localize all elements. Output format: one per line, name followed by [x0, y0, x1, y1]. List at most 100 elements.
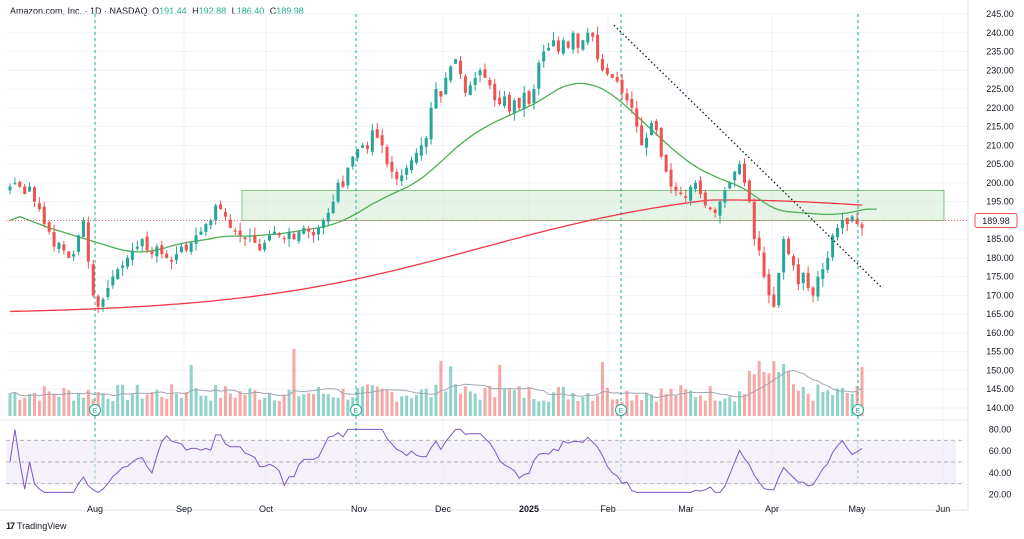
candle-body	[390, 161, 394, 172]
volume-bar	[733, 401, 737, 416]
rsi-pane: 20.00 40.00 60.00 80.00	[6, 424, 1012, 500]
candle-body	[72, 254, 76, 257]
volume-bar	[434, 384, 438, 416]
candle-body	[796, 264, 800, 285]
candle-body	[772, 294, 776, 307]
volume-bar	[625, 390, 629, 416]
volume-bar	[483, 387, 487, 416]
candle-body	[316, 227, 320, 235]
candle-body	[840, 220, 844, 229]
tradingview-logo[interactable]: 17 TradingView	[6, 521, 67, 531]
volume-bar	[277, 401, 281, 416]
candle-body	[42, 206, 46, 225]
volume-bar	[268, 393, 272, 416]
volume-bar	[571, 393, 575, 416]
earnings-marker-label: E	[856, 408, 861, 415]
rsi-tick-label: 60.00	[989, 446, 1012, 456]
candle-body	[791, 256, 795, 266]
earnings-marker	[350, 404, 362, 416]
candle-body	[649, 122, 653, 136]
candle-body	[233, 230, 237, 232]
candle-body	[826, 257, 830, 270]
time-tick-label: Dec	[435, 504, 452, 514]
symbol-title: Amazon.com, Inc. · 1D · NASDAQ	[10, 6, 148, 16]
candle-body	[405, 167, 409, 175]
candle-body	[610, 74, 614, 78]
volume-bar	[62, 387, 66, 416]
time-tick-label: Nov	[351, 504, 368, 514]
candle-body	[787, 238, 791, 255]
volume-bar	[713, 400, 717, 416]
candle-body	[174, 254, 178, 261]
volume-bar	[566, 399, 570, 416]
candle-body	[214, 205, 218, 220]
candle-body	[458, 60, 462, 75]
price-tick-label: 180.00	[986, 253, 1014, 263]
volume-bar	[831, 394, 835, 416]
volume-bar	[777, 372, 781, 416]
candle-body	[135, 246, 139, 249]
volume-bar	[155, 389, 159, 416]
volume-bar	[742, 394, 746, 416]
candle-body	[620, 79, 624, 93]
last-price-badge: 189.98	[974, 212, 1018, 228]
candle-body	[277, 233, 281, 236]
volume-bar	[361, 386, 365, 416]
volume-bar	[32, 392, 36, 416]
candle-body	[18, 181, 22, 187]
volume-bar	[13, 391, 17, 416]
candle-body	[204, 224, 208, 232]
rsi-tick-label: 20.00	[989, 490, 1012, 500]
volume-bar	[547, 401, 551, 416]
volume-bar	[199, 395, 203, 416]
ohlc-readout: O191.44 H192.88 L186.40 C189.98	[152, 6, 304, 16]
price-tick-label: 245.00	[986, 9, 1014, 19]
candle-body	[473, 77, 477, 85]
price-tick-label: 145.00	[986, 384, 1014, 394]
volume-bar	[796, 390, 800, 416]
volume-bar	[694, 397, 698, 416]
candle-body	[86, 222, 90, 262]
price-axis: 140.00 145.00 150.00 155.00 160.00 165.00 170.…	[986, 9, 1014, 413]
volume-bar	[640, 400, 644, 416]
volume-bar	[527, 387, 531, 416]
volume-bar	[630, 400, 634, 416]
candle-body	[179, 246, 183, 253]
candle-body	[698, 180, 702, 195]
candle-body	[189, 242, 193, 252]
candle-body	[532, 89, 536, 103]
volume-bar	[179, 397, 183, 416]
volume-bar	[522, 397, 526, 416]
candle-body	[596, 34, 600, 60]
brand-name: TradingView	[17, 521, 67, 531]
volume-bar	[855, 386, 859, 416]
volume-bar	[67, 390, 71, 416]
volume-bar	[708, 386, 712, 416]
candle-body	[689, 186, 693, 201]
volume-bar	[263, 397, 267, 416]
candle-body	[380, 135, 384, 146]
last-price-badge-bg	[974, 212, 1018, 228]
volume-bar	[424, 388, 428, 416]
volume-bar	[791, 384, 795, 416]
candle-body	[576, 33, 580, 48]
candle-body	[571, 32, 575, 50]
volume-bar	[321, 393, 325, 416]
volume-bar	[219, 397, 223, 416]
volume-bar	[405, 395, 409, 416]
candle-body	[816, 276, 820, 297]
rsi-tick-label: 40.00	[989, 468, 1012, 478]
volume-bar	[111, 401, 115, 416]
candle-body	[101, 299, 105, 307]
candle-body	[47, 222, 51, 232]
volume-bar	[703, 400, 707, 416]
candle-body	[292, 233, 296, 240]
candle-body	[507, 94, 511, 112]
candle-body	[733, 171, 737, 181]
volume-bar	[463, 386, 467, 416]
volume-bar	[47, 391, 51, 416]
candle-body	[351, 156, 355, 167]
volume-bar	[458, 393, 462, 416]
volume-bar	[498, 364, 502, 416]
